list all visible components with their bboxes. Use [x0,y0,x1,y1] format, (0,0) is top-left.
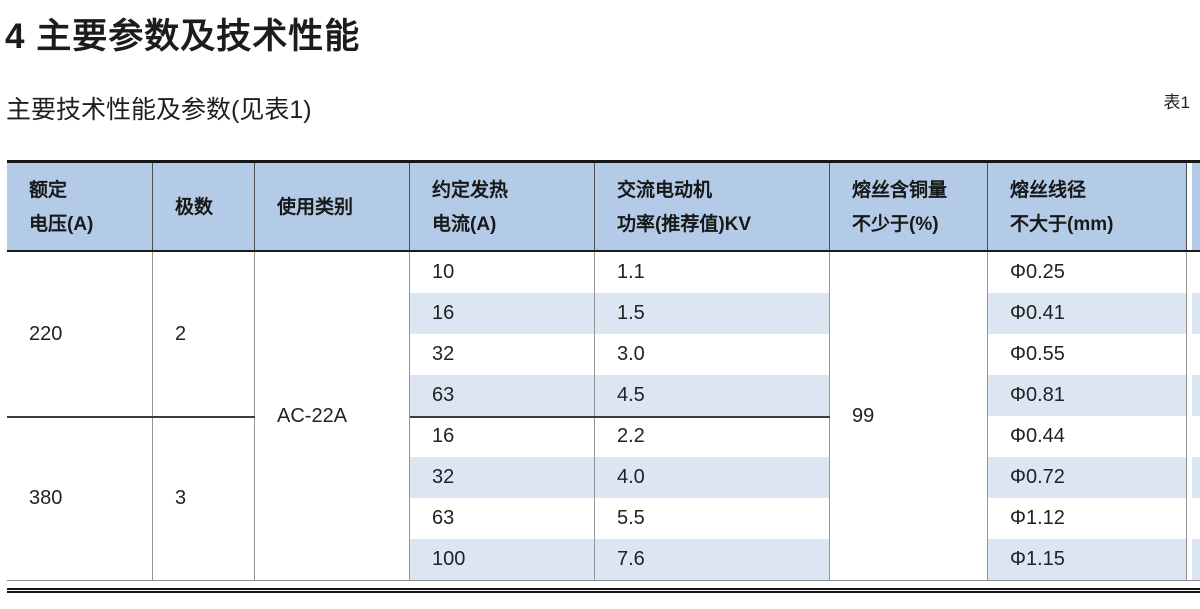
header-line: 熔丝含铜量 [852,179,948,201]
header-wire-diameter: 熔丝线径 不大于(mm) [988,163,1187,252]
cell-current: 63 [410,498,595,539]
cell-voltage: 220 [7,252,153,416]
header-poles: 极数 [153,163,255,252]
cell-current: 63 [410,375,595,416]
cell-voltage: 380 [7,416,153,580]
header-line: 熔丝线径 [1010,179,1087,201]
table-bottom-thick-rule [7,588,1200,593]
header-rated-voltage: 额定 电压(A) [7,163,153,252]
header-motor-power: 交流电动机 功率(推荐值)KV [595,163,830,252]
cutoff-column-stripe [1192,457,1200,498]
cell-power: 2.2 [595,416,830,457]
cell-current: 16 [410,293,595,334]
cell-poles: 2 [153,252,255,416]
header-line: 电流(A) [432,213,497,235]
header-line: 使用类别 [277,196,354,218]
cell-poles: 3 [153,416,255,580]
header-line: 不大于(mm) [1010,213,1114,235]
header-line: 约定发热 [432,179,509,201]
cutoff-column-stripe [1192,539,1200,580]
header-line: 功率(推荐值)KV [617,213,752,235]
header-copper-content: 熔丝含铜量 不少于(%) [830,163,988,252]
header-line: 电压(A) [29,213,94,235]
cell-diameter: Φ0.81 [988,375,1187,416]
header-line: 额定 [29,179,68,201]
header-line: 极数 [175,196,214,218]
cell-current: 10 [410,252,595,293]
cell-power: 7.6 [595,539,830,580]
cell-diameter: Φ0.72 [988,457,1187,498]
table-bottom-thin-rule [7,580,1200,581]
cell-power: 3.0 [595,334,830,375]
cell-diameter: Φ0.55 [988,334,1187,375]
header-bottom-rule [7,249,1200,252]
cell-power: 1.1 [595,252,830,293]
cell-power: 4.0 [595,457,830,498]
cell-usage-category: AC-22A [255,252,410,580]
header-cutoff-column [1192,163,1200,252]
header-line: 不少于(%) [852,213,939,235]
cell-power: 4.5 [595,375,830,416]
cell-power: 5.5 [595,498,830,539]
cell-power: 1.5 [595,293,830,334]
cell-diameter: Φ1.12 [988,498,1187,539]
table-caption: 表1 [1163,93,1190,112]
cell-diameter: Φ0.44 [988,416,1187,457]
header-usage-category: 使用类别 [255,163,410,252]
page-subtitle: 主要技术性能及参数(见表1) [6,96,312,124]
cell-current: 16 [410,416,595,457]
cell-current: 32 [410,457,595,498]
page-title: 4 主要参数及技术性能 [5,17,361,56]
cell-diameter: Φ0.41 [988,293,1187,334]
cutoff-column-stripe [1192,293,1200,334]
cell-copper-content: 99 [830,252,988,580]
header-line: 交流电动机 [617,179,713,201]
header-thermal-current: 约定发热 电流(A) [410,163,595,252]
cell-diameter: Φ0.25 [988,252,1187,293]
cutoff-column-stripe [1192,375,1200,416]
cell-diameter: Φ1.15 [988,539,1187,580]
group-divider-right [410,416,830,418]
spec-table: 额定 电压(A) 极数 使用类别 约定发热 电流(A) 交流电动机 功率(推荐值… [7,160,1200,593]
cell-current: 100 [410,539,595,580]
cell-current: 32 [410,334,595,375]
group-divider-left [7,416,255,418]
